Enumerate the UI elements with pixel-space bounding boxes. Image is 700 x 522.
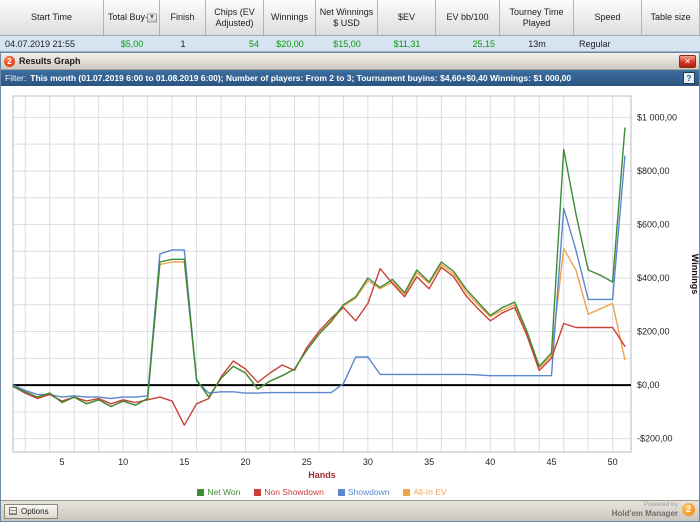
svg-text:20: 20 bbox=[241, 457, 251, 467]
svg-text:Winnings: Winnings bbox=[690, 254, 700, 294]
legend-item: Showdown bbox=[337, 487, 390, 497]
col-header-label: Winnings bbox=[270, 12, 308, 23]
svg-text:35: 35 bbox=[424, 457, 434, 467]
legend-swatch-icon bbox=[403, 488, 411, 496]
chart-legend: Net Won Non Showdown Showdown All-In EV bbox=[13, 487, 631, 497]
svg-text:-$200,00: -$200,00 bbox=[637, 434, 673, 444]
svg-text:Hands: Hands bbox=[308, 470, 336, 480]
legend-item: Non Showdown bbox=[254, 487, 324, 497]
status-bar: Options bbox=[1, 500, 699, 521]
col-header-label: EV bb/100 bbox=[446, 12, 489, 23]
cell-ev: $11,31 bbox=[393, 38, 421, 49]
col-header-label: Total Buy-in bbox=[107, 12, 156, 23]
svg-text:$1 000,00: $1 000,00 bbox=[637, 112, 677, 122]
powered-by-label: Powered by bbox=[643, 501, 678, 509]
col-header-start-time[interactable]: Start Time bbox=[0, 0, 104, 35]
hm2-badge-icon: 2 bbox=[682, 503, 695, 517]
cell-ev-bb: 25,15 bbox=[472, 38, 495, 49]
svg-text:40: 40 bbox=[485, 457, 495, 467]
filter-label: Filter: bbox=[5, 73, 27, 83]
col-header-winnings[interactable]: Winnings bbox=[264, 0, 316, 35]
col-header-label: $EV bbox=[397, 12, 415, 23]
col-header-label: Table size bbox=[650, 12, 691, 23]
col-header-total-buyin[interactable]: Total Buy-in ▼ bbox=[104, 0, 160, 35]
help-icon[interactable]: ? bbox=[683, 72, 695, 84]
svg-text:$800,00: $800,00 bbox=[637, 166, 670, 176]
legend-swatch-icon bbox=[254, 488, 262, 496]
cell-net-winnings: $15,00 bbox=[333, 38, 361, 49]
tournament-row[interactable]: 04.07.2019 21:55 $5,00 1 54 $20,00 $15,0… bbox=[0, 36, 700, 52]
col-header-finish[interactable]: Finish bbox=[160, 0, 206, 35]
cell-winnings: $20,00 bbox=[276, 38, 304, 49]
options-button[interactable]: Options bbox=[4, 503, 58, 519]
svg-text:5: 5 bbox=[59, 457, 64, 467]
legend-item: All-In EV bbox=[403, 487, 447, 497]
svg-text:45: 45 bbox=[546, 457, 556, 467]
sort-dropdown-icon[interactable]: ▼ bbox=[147, 13, 157, 22]
col-header-label: Finish bbox=[170, 12, 195, 23]
col-header-net-winnings[interactable]: Net Winnings $ USD bbox=[316, 0, 378, 35]
options-grid-icon bbox=[9, 507, 17, 515]
svg-text:15: 15 bbox=[179, 457, 189, 467]
results-graph-window: 2 Results Graph ✕ Filter: This month (01… bbox=[0, 52, 700, 522]
col-header-chips[interactable]: Chips (EV Adjusted) bbox=[206, 0, 264, 35]
window-title: Results Graph bbox=[19, 56, 81, 66]
cell-chips: 54 bbox=[248, 38, 259, 49]
cell-start-time: 04.07.2019 21:55 bbox=[5, 38, 76, 49]
hm2-logo-icon: 2 bbox=[4, 55, 15, 67]
legend-swatch-icon bbox=[337, 488, 345, 496]
col-header-label: Net Winnings $ USD bbox=[319, 7, 374, 28]
col-header-label: Speed bbox=[594, 12, 621, 23]
col-header-label: Tourney Time Played bbox=[509, 7, 564, 28]
cell-finish: 1 bbox=[180, 38, 186, 49]
legend-label: Net Won bbox=[207, 487, 241, 497]
window-titlebar[interactable]: 2 Results Graph ✕ bbox=[1, 53, 699, 70]
legend-label: Showdown bbox=[347, 487, 390, 497]
legend-swatch-icon bbox=[197, 488, 205, 496]
svg-text:10: 10 bbox=[118, 457, 128, 467]
svg-text:30: 30 bbox=[363, 457, 373, 467]
close-icon[interactable]: ✕ bbox=[679, 54, 696, 68]
legend-label: Non Showdown bbox=[264, 487, 324, 497]
col-header-ev[interactable]: $EV bbox=[378, 0, 436, 35]
filter-text: This month (01.07.2019 6:00 to 01.08.201… bbox=[30, 73, 572, 83]
cell-time-played: 13m bbox=[528, 38, 546, 49]
filter-bar: Filter: This month (01.07.2019 6:00 to 0… bbox=[1, 70, 699, 86]
results-chart: 5 10 15 20 25 30 35 40 45 50 Hands -$200,00 $0,00 $20… bbox=[12, 95, 700, 480]
options-label: Options bbox=[21, 506, 49, 516]
brand-label: Hold'em Manager bbox=[611, 508, 678, 518]
col-header-label: Chips (EV Adjusted) bbox=[214, 7, 255, 28]
col-header-label: Start Time bbox=[30, 12, 72, 23]
svg-text:$200,00: $200,00 bbox=[637, 327, 670, 337]
svg-text:$400,00: $400,00 bbox=[637, 273, 670, 283]
col-header-ev-bb[interactable]: EV bb/100 bbox=[436, 0, 500, 35]
powered-by: Powered by Hold'em Manager 2 bbox=[612, 501, 695, 518]
col-header-table-size[interactable]: Table size bbox=[642, 0, 700, 35]
legend-item: Net Won bbox=[197, 487, 240, 497]
svg-text:$0,00: $0,00 bbox=[637, 380, 660, 390]
cell-speed: Regular bbox=[579, 38, 611, 49]
svg-text:25: 25 bbox=[302, 457, 312, 467]
svg-text:50: 50 bbox=[608, 457, 618, 467]
tournaments-table-header: Start Time Total Buy-in ▼ Finish Chips (E… bbox=[0, 0, 700, 36]
col-header-speed[interactable]: Speed bbox=[574, 0, 642, 35]
svg-text:$600,00: $600,00 bbox=[637, 219, 670, 229]
col-header-time-played[interactable]: Tourney Time Played bbox=[500, 0, 574, 35]
legend-label: All-In EV bbox=[413, 487, 447, 497]
cell-total-buyin: $5,00 bbox=[120, 38, 144, 49]
chart-area: 5 10 15 20 25 30 35 40 45 50 Hands -$200,00 $0,00 $20… bbox=[1, 86, 700, 500]
